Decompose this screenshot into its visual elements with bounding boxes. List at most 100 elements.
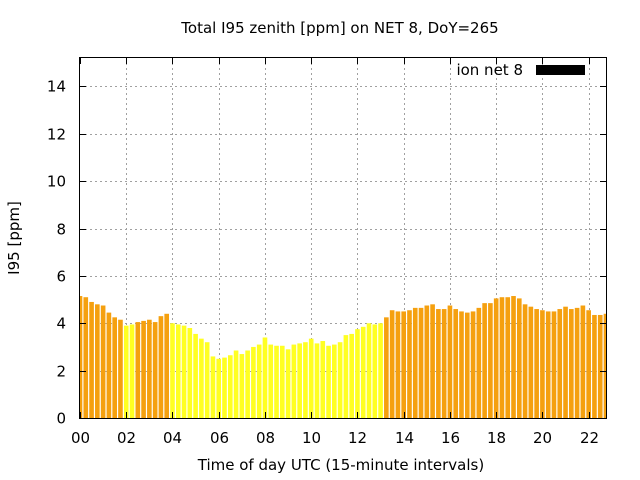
- bars: [80, 296, 606, 418]
- x-tick-label: 22: [580, 429, 599, 447]
- bar: [522, 304, 528, 418]
- bar: [378, 323, 383, 418]
- bar: [308, 338, 314, 418]
- bar: [216, 358, 222, 418]
- bar: [574, 307, 580, 418]
- x-tick-label: 02: [117, 429, 136, 447]
- bar: [204, 342, 210, 418]
- bar: [395, 311, 401, 418]
- y-tick-label: 12: [47, 126, 66, 144]
- bar: [407, 310, 412, 418]
- bar: [551, 311, 557, 418]
- bar: [424, 305, 430, 418]
- bar: [118, 319, 123, 418]
- bar: [540, 310, 545, 418]
- bar: [603, 313, 606, 418]
- x-tick-label: 18: [487, 429, 506, 447]
- bar: [187, 328, 193, 418]
- bar: [123, 325, 129, 418]
- bar: [534, 309, 539, 418]
- bar: [557, 309, 563, 418]
- bar: [499, 297, 505, 418]
- bar: [476, 307, 482, 418]
- bar: [285, 349, 291, 418]
- bar: [297, 343, 302, 418]
- bar: [233, 350, 239, 418]
- x-tick-label: 12: [348, 429, 367, 447]
- bar: [135, 322, 141, 418]
- bar: [337, 342, 343, 418]
- bar: [303, 342, 308, 418]
- bar: [274, 345, 279, 418]
- bar: [152, 322, 158, 418]
- bar: [291, 344, 297, 418]
- bar: [106, 312, 112, 418]
- bar: [366, 323, 372, 418]
- bar: [459, 311, 464, 418]
- bar: [505, 297, 511, 418]
- y-tick-label: 2: [56, 363, 66, 381]
- legend-label: ion net 8: [456, 61, 523, 79]
- bar: [100, 305, 106, 418]
- bar: [545, 311, 551, 418]
- bar: [170, 323, 175, 418]
- bar: [147, 319, 152, 418]
- y-tick-label: 8: [56, 221, 66, 239]
- bar: [343, 335, 349, 418]
- bar: [314, 343, 320, 418]
- bar: [210, 356, 216, 418]
- y-tick-label: 6: [56, 268, 66, 286]
- bar: [389, 310, 395, 418]
- bar: [453, 309, 459, 418]
- bar: [569, 309, 574, 418]
- bar: [175, 324, 181, 418]
- x-tick-label: 06: [210, 429, 229, 447]
- bar: [586, 310, 591, 418]
- bar: [83, 297, 89, 418]
- bar: [488, 303, 493, 418]
- bar: [141, 320, 146, 418]
- bar: [193, 333, 198, 418]
- bar: [268, 344, 274, 418]
- bar: [199, 338, 204, 418]
- bar: [372, 324, 378, 418]
- bar: [349, 333, 354, 418]
- x-tick-label: 00: [71, 429, 90, 447]
- x-tick-label: 04: [163, 429, 182, 447]
- bar: [511, 296, 516, 418]
- bar: [355, 329, 360, 418]
- bar: [164, 313, 170, 418]
- bar: [256, 344, 262, 418]
- x-tick-label: 16: [441, 429, 460, 447]
- bar: [418, 307, 424, 418]
- bar: [181, 325, 187, 418]
- bar: [597, 314, 603, 418]
- bar: [262, 337, 268, 418]
- bar: [384, 317, 389, 418]
- plot-frame: [79, 57, 607, 419]
- bar: [129, 324, 135, 418]
- bar: [332, 344, 337, 418]
- bar: [470, 311, 476, 418]
- bar: [326, 345, 331, 418]
- bar: [112, 317, 117, 418]
- bar: [89, 301, 94, 418]
- y-axis-label: I95 [ppm]: [5, 201, 23, 275]
- bar: [95, 304, 100, 418]
- bar: [360, 326, 366, 418]
- bar: [464, 312, 470, 418]
- x-tick-label: 10: [302, 429, 321, 447]
- bar: [580, 305, 586, 418]
- x-tick-label: 20: [533, 429, 552, 447]
- bar: [447, 305, 453, 418]
- bar: [251, 346, 256, 418]
- x-tick-label: 08: [256, 429, 275, 447]
- bar: [482, 303, 487, 418]
- chart-title: Total I95 zenith [ppm] on NET 8, DoY=265: [180, 19, 498, 37]
- bar: [245, 350, 250, 418]
- bar: [412, 307, 418, 418]
- bar: [401, 311, 407, 418]
- y-tick-label: 10: [47, 173, 66, 191]
- x-tick-label: 14: [395, 429, 414, 447]
